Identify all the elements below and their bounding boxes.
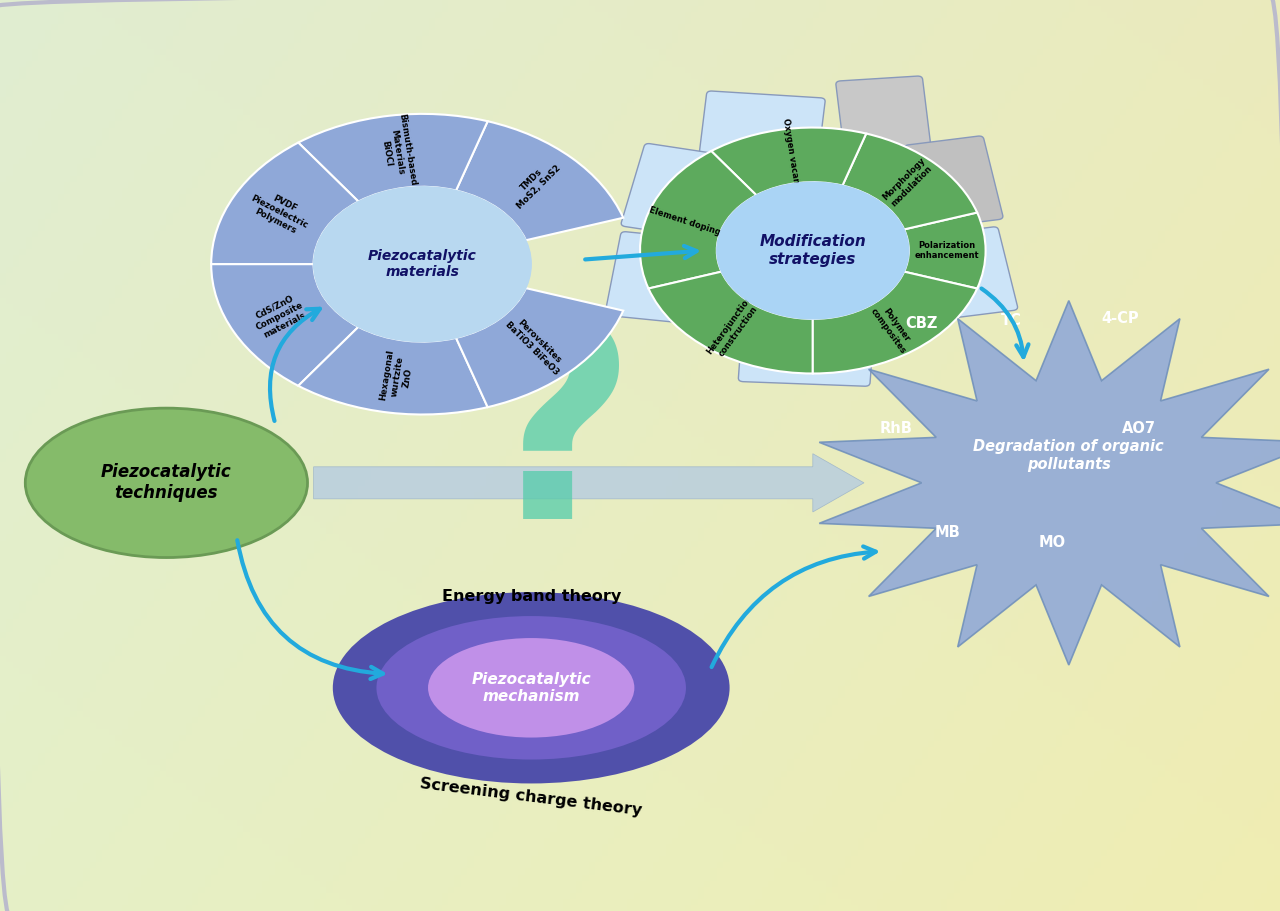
Text: MO: MO (1038, 535, 1066, 549)
Wedge shape (649, 271, 813, 374)
Wedge shape (904, 212, 986, 289)
Text: PVDF
Piezoelectric
Polymers: PVDF Piezoelectric Polymers (244, 185, 315, 240)
Text: Energy band theory: Energy band theory (442, 589, 621, 604)
Text: Piezocatalytic
materials: Piezocatalytic materials (367, 249, 477, 280)
Circle shape (717, 182, 909, 319)
FancyArrowPatch shape (270, 309, 320, 421)
Text: TC: TC (1001, 313, 1021, 328)
Wedge shape (456, 288, 623, 407)
FancyBboxPatch shape (739, 315, 874, 386)
Text: Modification
strategies: Modification strategies (759, 234, 867, 267)
FancyArrowPatch shape (585, 246, 696, 260)
Text: MB: MB (934, 526, 960, 540)
Wedge shape (456, 121, 623, 241)
Text: Morphology
modulation: Morphology modulation (881, 156, 934, 210)
Polygon shape (314, 454, 864, 512)
FancyArrowPatch shape (712, 547, 876, 667)
FancyBboxPatch shape (605, 231, 713, 324)
Text: RhB: RhB (879, 421, 913, 435)
Text: Polarization
enhancement: Polarization enhancement (915, 241, 979, 261)
Ellipse shape (26, 408, 307, 558)
Wedge shape (842, 134, 977, 230)
Polygon shape (819, 301, 1280, 665)
FancyBboxPatch shape (904, 136, 1004, 229)
Text: Degradation of organic
pollutants: Degradation of organic pollutants (974, 439, 1164, 472)
Text: CdS/ZnO
Composite
materials: CdS/ZnO Composite materials (250, 291, 310, 341)
Text: CBZ: CBZ (905, 316, 938, 331)
Text: ?: ? (476, 307, 637, 577)
Text: Oxygen vacancy: Oxygen vacancy (781, 118, 803, 195)
FancyBboxPatch shape (621, 144, 736, 239)
FancyArrowPatch shape (237, 540, 383, 679)
Text: Polymer
composites: Polymer composites (868, 301, 915, 355)
Wedge shape (712, 128, 867, 195)
Text: Element doping: Element doping (648, 205, 722, 237)
Wedge shape (211, 264, 358, 385)
Text: Perovskites
BaTiO3 BiFeO3: Perovskites BaTiO3 BiFeO3 (503, 312, 567, 377)
Text: Heterojunction
construction: Heterojunction construction (705, 293, 763, 363)
Text: AO7: AO7 (1123, 421, 1156, 435)
Text: 4-CP: 4-CP (1101, 312, 1139, 326)
Text: Bismuth-based
Materials
BiOCl: Bismuth-based Materials BiOCl (376, 113, 417, 190)
Ellipse shape (428, 638, 635, 738)
Wedge shape (813, 271, 977, 374)
Wedge shape (298, 327, 488, 415)
Circle shape (314, 187, 531, 342)
Wedge shape (298, 114, 488, 201)
FancyBboxPatch shape (698, 91, 826, 173)
Ellipse shape (376, 616, 686, 760)
Text: Piezocatalytic
mechanism: Piezocatalytic mechanism (471, 671, 591, 704)
FancyArrowPatch shape (982, 289, 1029, 357)
Text: Hexagonal
wurtzite
ZnO: Hexagonal wurtzite ZnO (379, 349, 416, 404)
Text: Piezocatalytic
techniques: Piezocatalytic techniques (101, 464, 232, 502)
Ellipse shape (333, 592, 730, 783)
Text: Screening charge theory: Screening charge theory (420, 776, 643, 818)
Wedge shape (640, 151, 756, 289)
Wedge shape (211, 143, 358, 264)
FancyBboxPatch shape (915, 227, 1018, 320)
Text: TMDs
MoS2, SnS2: TMDs MoS2, SnS2 (508, 157, 563, 211)
FancyBboxPatch shape (836, 77, 931, 151)
